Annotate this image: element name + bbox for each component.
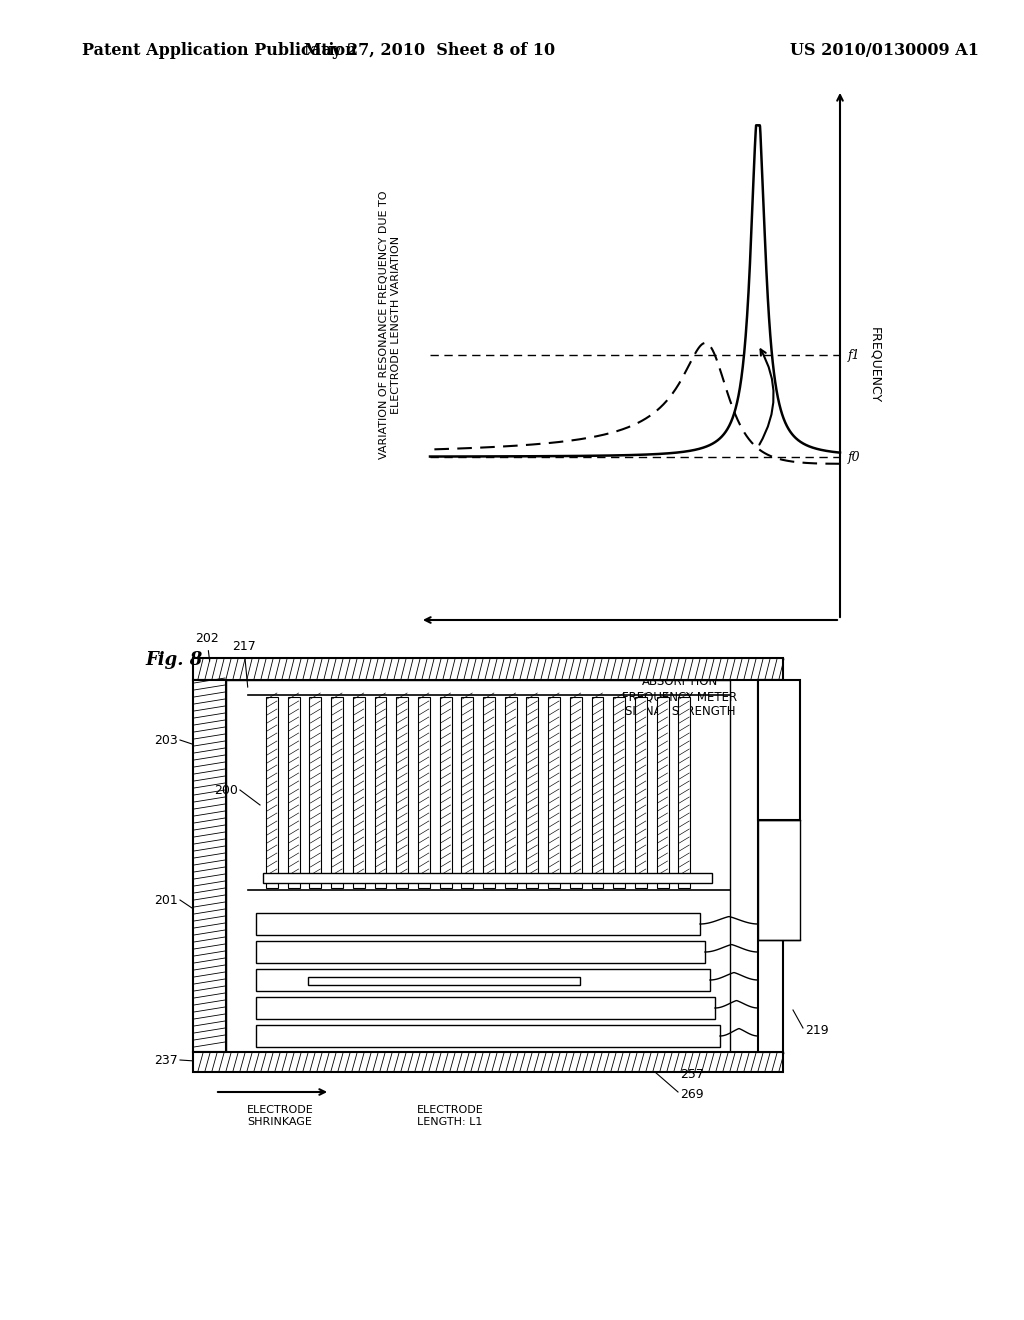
Bar xyxy=(439,697,452,888)
Bar xyxy=(256,997,715,1019)
Bar xyxy=(592,697,603,888)
Bar xyxy=(256,969,710,991)
Text: Patent Application Publication: Patent Application Publication xyxy=(82,42,356,59)
Bar xyxy=(505,697,517,888)
Text: 202: 202 xyxy=(195,632,219,661)
Bar xyxy=(193,680,226,1052)
Text: ABSORPTION
FREQUENCY METER
SIGNAL STRENGTH: ABSORPTION FREQUENCY METER SIGNAL STRENG… xyxy=(623,675,737,718)
Bar xyxy=(375,697,386,888)
Bar xyxy=(353,697,365,888)
Bar xyxy=(288,697,300,888)
Text: 201: 201 xyxy=(155,894,178,907)
Bar xyxy=(396,697,409,888)
Text: 203: 203 xyxy=(155,734,178,747)
Bar xyxy=(193,657,783,680)
Text: 237: 237 xyxy=(155,1053,178,1067)
Text: VARIATION OF RESONANCE FREQUENCY DUE TO
ELECTRODE LENGTH VARIATION: VARIATION OF RESONANCE FREQUENCY DUE TO … xyxy=(379,191,400,459)
Bar xyxy=(758,680,800,820)
Bar xyxy=(256,941,705,964)
Bar xyxy=(656,697,669,888)
Bar xyxy=(678,697,690,888)
Text: 217: 217 xyxy=(232,640,256,688)
Bar xyxy=(526,697,539,888)
Text: ELECTRODE
LENGTH: L1: ELECTRODE LENGTH: L1 xyxy=(417,1105,483,1126)
Text: US 2010/0130009 A1: US 2010/0130009 A1 xyxy=(790,42,979,59)
Bar xyxy=(331,697,343,888)
Text: May 27, 2010  Sheet 8 of 10: May 27, 2010 Sheet 8 of 10 xyxy=(304,42,556,59)
Bar xyxy=(309,697,322,888)
Bar xyxy=(226,680,730,1052)
Bar xyxy=(569,697,582,888)
Bar xyxy=(266,697,278,888)
Text: f1: f1 xyxy=(848,348,860,362)
Text: 257: 257 xyxy=(680,1068,703,1081)
Bar xyxy=(758,680,783,1052)
Bar xyxy=(256,1026,720,1047)
Bar xyxy=(758,820,800,940)
Text: 269: 269 xyxy=(680,1089,703,1101)
Bar xyxy=(483,697,495,888)
Bar xyxy=(418,697,430,888)
Text: 200: 200 xyxy=(214,784,238,796)
Text: f0: f0 xyxy=(848,450,860,463)
Text: Fig. 8: Fig. 8 xyxy=(145,651,203,669)
Bar xyxy=(193,1052,783,1072)
Bar xyxy=(308,977,580,985)
Bar xyxy=(613,697,625,888)
Bar xyxy=(256,913,700,935)
Bar xyxy=(263,873,712,883)
Text: ELECTRODE
SHRINKAGE: ELECTRODE SHRINKAGE xyxy=(247,1105,313,1126)
Bar xyxy=(548,697,560,888)
Text: 219: 219 xyxy=(805,1023,828,1036)
Bar xyxy=(461,697,473,888)
Text: FREQUENCY: FREQUENCY xyxy=(868,327,882,403)
Bar xyxy=(635,697,647,888)
